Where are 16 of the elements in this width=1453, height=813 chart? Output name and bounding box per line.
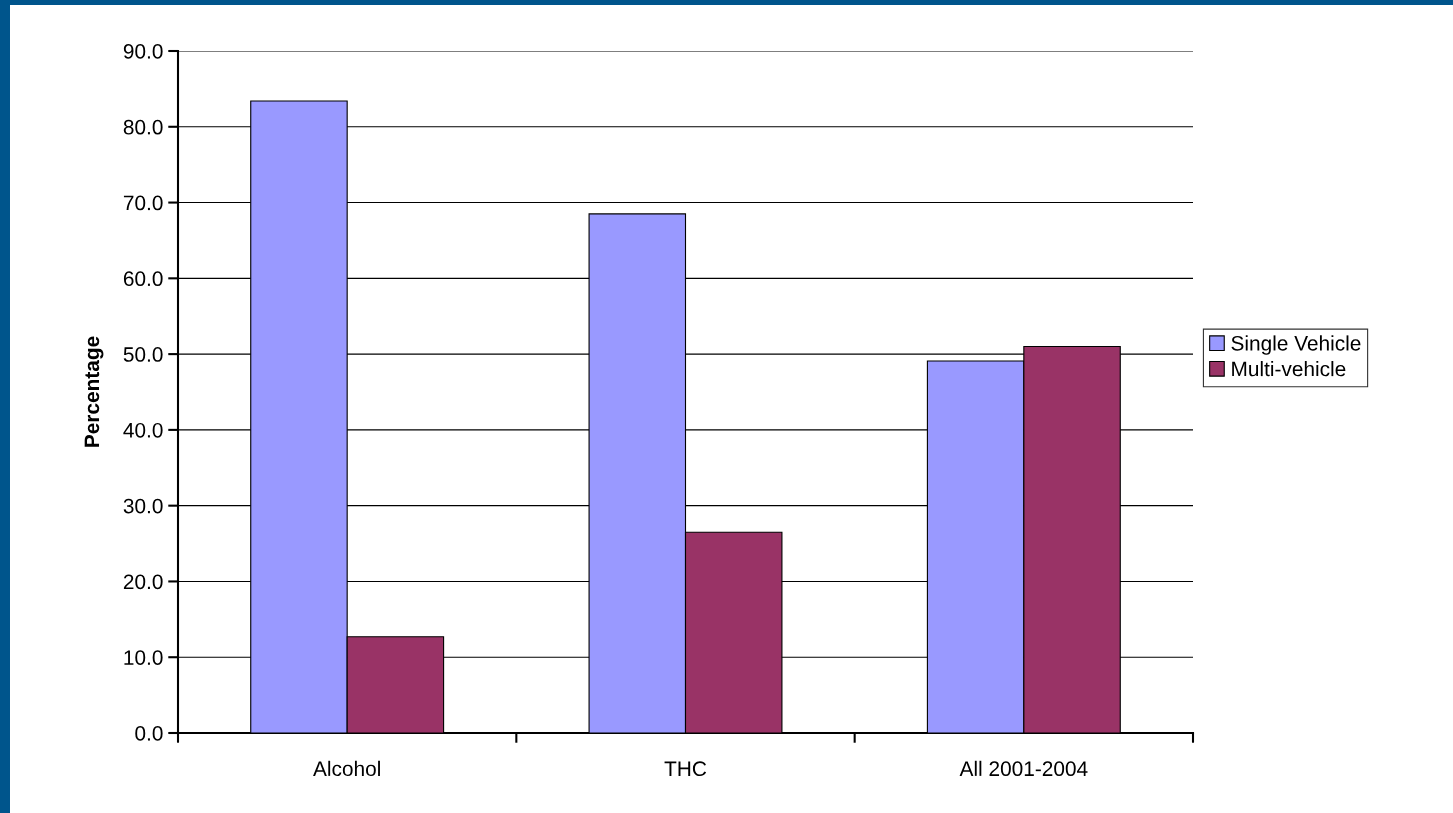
legend-label: Multi-vehicle <box>1232 361 1346 377</box>
y-tick-label: 70.0 <box>123 195 163 211</box>
y-tick-label: 30.0 <box>123 498 163 514</box>
y-tick-label: 60.0 <box>123 271 163 287</box>
y-tick-label: 90.0 <box>123 44 163 59</box>
y-axis-title: Percentage <box>84 336 104 447</box>
x-tick-label: Alcohol <box>313 760 380 777</box>
y-tick-label: 40.0 <box>123 422 163 438</box>
y-tick-label: 0.0 <box>135 726 163 741</box>
x-tick-label: All 2001-2004 <box>959 760 1088 777</box>
legend-label: Single Vehicle <box>1231 335 1361 355</box>
y-tick-label: 80.0 <box>123 119 163 135</box>
y-tick-label: 10.0 <box>124 650 163 665</box>
y-tick-label: 20.0 <box>123 574 163 590</box>
x-tick-label: THC <box>664 761 707 777</box>
y-tick-label: 50.0 <box>123 347 163 362</box>
